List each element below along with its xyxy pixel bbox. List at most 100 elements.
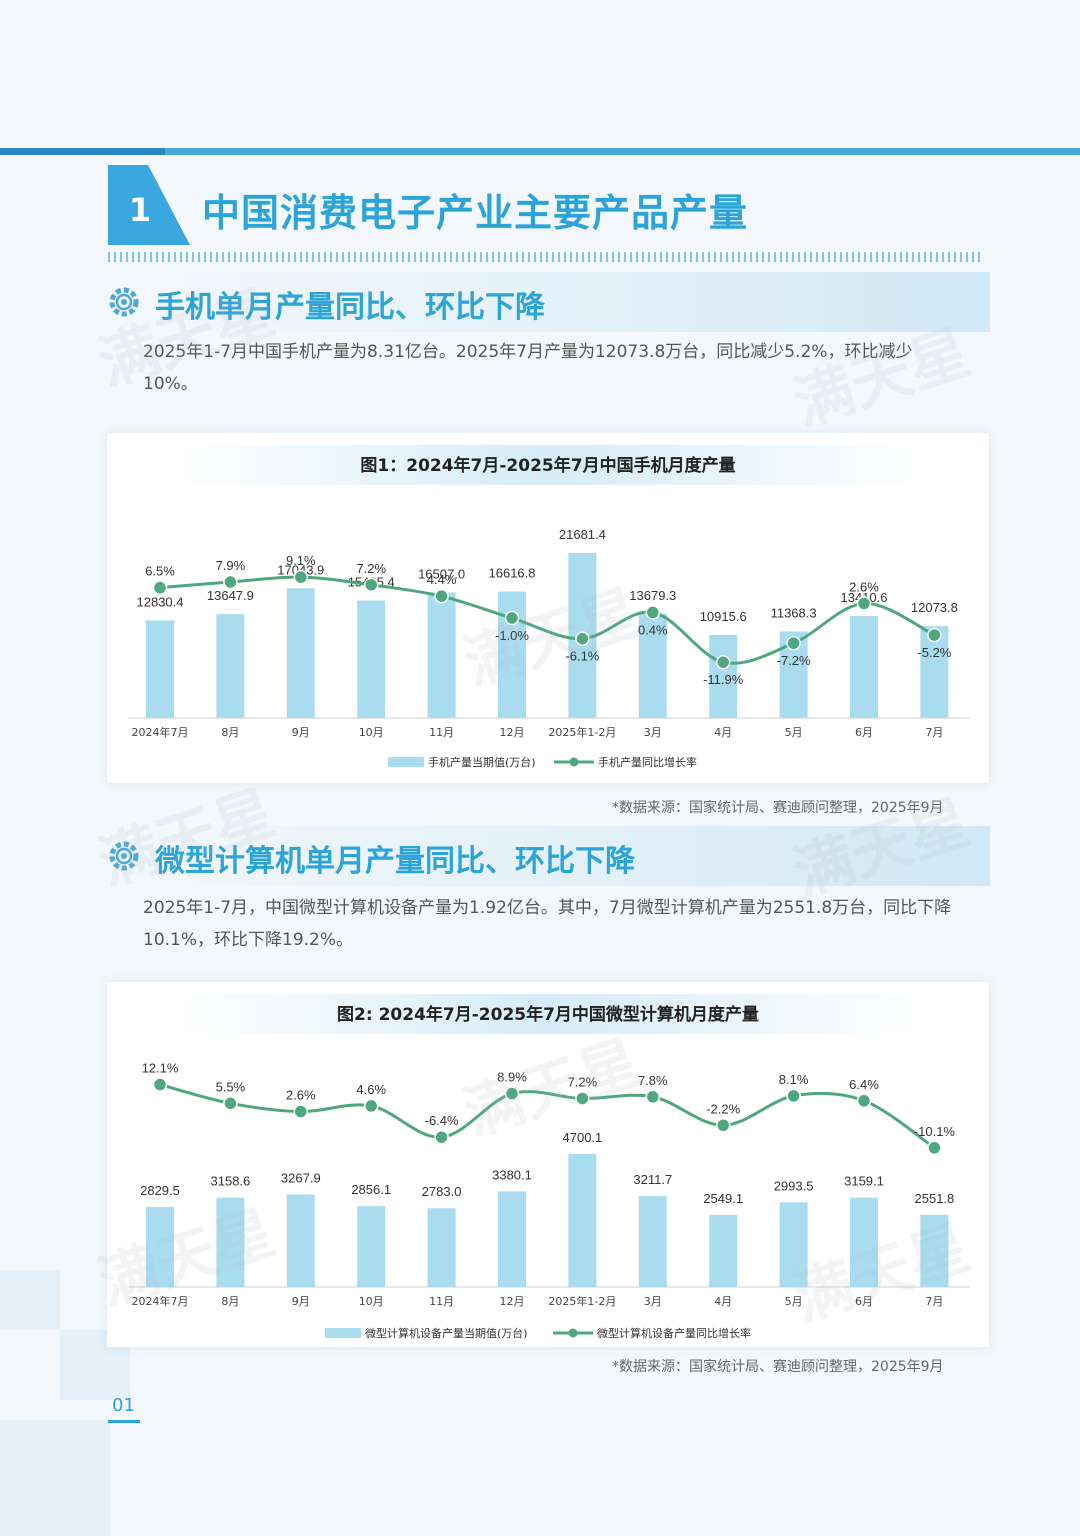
section-title: 中国消费电子产业主要产品产量 xyxy=(202,191,749,235)
chart-title: 图2: 2024年7月-2025年7月中国微型计算机月度产量 xyxy=(337,1005,759,1025)
growth-point xyxy=(786,635,801,651)
chart-card: 图2: 2024年7月-2025年7月中国微型计算机月度产量 2829.5 202… xyxy=(107,982,989,1347)
growth-label: 2.6% xyxy=(286,1088,316,1103)
bar xyxy=(638,1196,667,1287)
bar xyxy=(498,1191,526,1287)
x-tick-label: 10月 xyxy=(359,1295,384,1308)
growth-point xyxy=(927,1140,942,1156)
section-number-badge xyxy=(108,165,190,245)
growth-point xyxy=(856,596,872,611)
bar xyxy=(357,1206,386,1287)
x-tick-label: 9月 xyxy=(292,726,310,739)
growth-label: 6.5% xyxy=(145,564,175,579)
growth-label: 5.5% xyxy=(216,1079,246,1094)
growth-label: 12.1% xyxy=(142,1061,179,1076)
bar xyxy=(850,615,878,718)
growth-label: -7.2% xyxy=(777,653,811,668)
page-number: 01 xyxy=(112,1395,135,1416)
bar-value-label: 4700.1 xyxy=(563,1130,603,1145)
bar-value-label: 2783.0 xyxy=(422,1184,462,1199)
bar xyxy=(920,1214,949,1287)
bar-value-label: 12073.8 xyxy=(911,600,958,615)
bar xyxy=(568,1154,597,1287)
bar-value-label: 2856.1 xyxy=(351,1182,391,1197)
legend-bar-label: 微型计算机设备产量当期值(万台) xyxy=(365,1326,528,1340)
subsection-title: 微型计算机单月产量同比、环比下降 xyxy=(155,844,635,879)
bar-value-label: 11368.3 xyxy=(771,605,817,620)
growth-label: -2.2% xyxy=(706,1101,740,1116)
growth-point xyxy=(645,605,661,620)
growth-point xyxy=(363,1098,379,1114)
chart-source: *数据来源：国家统计局、赛迪顾问整理，2025年9月 xyxy=(612,1359,944,1375)
bar-value-label: 12830.4 xyxy=(137,594,184,609)
x-tick-label: 8月 xyxy=(221,1295,239,1308)
x-tick-label: 8月 xyxy=(221,726,239,739)
legend-line-label: 手机产量同比增长率 xyxy=(598,755,697,769)
growth-point xyxy=(434,1129,449,1145)
growth-label: -1.0% xyxy=(495,628,529,643)
legend-bar-label: 手机产量当期值(万台) xyxy=(428,755,536,769)
growth-point xyxy=(715,654,731,670)
growth-label: 8.9% xyxy=(497,1070,527,1085)
growth-point xyxy=(152,580,168,595)
background-decoration xyxy=(0,1420,110,1536)
growth-label: 8.1% xyxy=(779,1072,809,1087)
x-tick-label: 5月 xyxy=(785,726,803,739)
legend-line-label: 微型计算机设备产量同比增长率 xyxy=(597,1326,751,1340)
bar xyxy=(709,1214,738,1287)
bar-value-label: 2551.8 xyxy=(915,1191,955,1206)
chart-card: 图1：2024年7月-2025年7月中国手机月度产量 12830.4 2024年7… xyxy=(107,433,989,783)
chart-2: 2829.5 2024年7月 3158.6 8月 3267.9 9月 2856.1 10月 27… xyxy=(128,1061,970,1340)
bar xyxy=(638,613,667,718)
chart-source: *数据来源：国家统计局、赛迪顾问整理，2025年9月 xyxy=(612,800,944,816)
bar xyxy=(286,588,315,718)
subsection-band xyxy=(108,272,990,332)
bar xyxy=(850,1197,878,1287)
bar-value-label: 21681.4 xyxy=(559,527,606,542)
bar-value-label: 13679.3 xyxy=(629,588,676,603)
bar xyxy=(709,634,738,718)
growth-label: 7.2% xyxy=(356,561,386,576)
bar xyxy=(498,591,526,718)
chart-title: 图1：2024年7月-2025年7月中国手机月度产量 xyxy=(360,456,736,476)
legend-bar-swatch xyxy=(388,757,424,767)
growth-point xyxy=(293,569,309,585)
growth-point xyxy=(152,1077,168,1092)
growth-label: 7.8% xyxy=(638,1073,668,1088)
gear-icon xyxy=(109,841,139,871)
growth-point xyxy=(715,1118,731,1133)
bar-value-label: 3158.6 xyxy=(211,1174,251,1189)
chart-title-band xyxy=(167,994,929,1034)
bar-value-label: 17043.9 xyxy=(277,562,324,577)
growth-point xyxy=(223,1096,238,1111)
subsection-paragraph: 2025年1-7月，中国微型计算机设备产量为1.92亿台。其中，7月微型计算机产… xyxy=(143,898,952,950)
growth-label: -6.4% xyxy=(425,1113,459,1128)
growth-label: 4.4% xyxy=(427,572,457,587)
bar-value-label: 3267.9 xyxy=(281,1171,321,1186)
top-accent-bar-dark xyxy=(0,148,165,155)
chart-title-band xyxy=(167,445,929,485)
legend-line-marker xyxy=(568,1328,578,1338)
growth-label: -6.1% xyxy=(565,649,599,664)
growth-point xyxy=(434,588,449,604)
growth-label: 7.2% xyxy=(568,1074,598,1089)
x-tick-label: 2024年7月 xyxy=(132,1294,189,1308)
x-tick-label: 2024年7月 xyxy=(132,725,189,739)
x-tick-label: 3月 xyxy=(644,1295,662,1308)
section-number: 1 xyxy=(128,191,152,229)
chart-1: 12830.42024年7月13647.98月17043.99月15435.41… xyxy=(128,527,970,769)
bar-value-label: 2829.5 xyxy=(140,1183,180,1198)
growth-point xyxy=(504,1086,520,1101)
bar-value-label: 10915.6 xyxy=(700,609,747,624)
background-decoration xyxy=(0,1270,60,1330)
bar xyxy=(779,1202,808,1287)
bar-value-label: 2993.5 xyxy=(774,1178,814,1193)
growth-point xyxy=(504,610,520,626)
growth-label: -10.1% xyxy=(914,1124,956,1139)
x-tick-label: 6月 xyxy=(855,1295,873,1308)
growth-point xyxy=(575,631,590,646)
bar xyxy=(216,614,245,718)
gear-icon xyxy=(109,287,139,317)
x-tick-label: 10月 xyxy=(359,726,384,739)
bar-value-label: 16507.0 xyxy=(418,566,465,581)
